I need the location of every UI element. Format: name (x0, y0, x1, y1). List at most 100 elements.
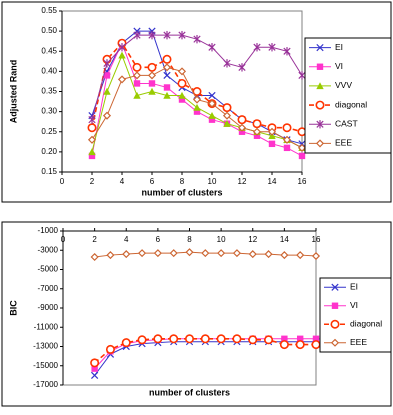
marker-shape (118, 51, 126, 59)
x-tick-label: 6 (150, 177, 155, 186)
marker (153, 334, 163, 344)
marker (282, 123, 292, 133)
marker-shape (331, 302, 339, 309)
marker-shape (90, 252, 99, 262)
marker-shape (264, 335, 274, 345)
marker (153, 249, 162, 258)
marker (118, 43, 126, 52)
marker (253, 43, 261, 52)
marker (91, 371, 99, 379)
legend-label: diagonal (350, 319, 382, 329)
marker-shape (282, 123, 292, 133)
marker-stroke (91, 371, 99, 379)
marker (163, 71, 171, 80)
marker (252, 119, 262, 129)
marker-shape (102, 111, 112, 120)
legend-label: EEE (335, 138, 352, 148)
marker-shape (133, 91, 141, 99)
marker-shape (88, 152, 96, 160)
marker (193, 34, 201, 44)
marker-shape (103, 72, 111, 79)
marker (147, 71, 157, 80)
marker (295, 340, 305, 350)
marker-shape (106, 251, 115, 260)
marker (162, 63, 172, 72)
legend-label: diagonal (335, 99, 367, 109)
marker-shape (312, 335, 320, 342)
legend-marker (315, 139, 325, 148)
marker-stroke (208, 91, 216, 100)
y-tick-label: -13000 (33, 342, 58, 351)
marker (87, 135, 97, 144)
marker (163, 84, 171, 91)
legend: EI VI diagonal EEE (319, 277, 392, 353)
marker (237, 123, 247, 132)
marker-shape (283, 144, 291, 152)
marker (252, 127, 262, 136)
marker (163, 30, 171, 40)
marker (237, 115, 247, 125)
marker-shape (279, 340, 289, 350)
marker (138, 249, 147, 258)
x-tick-label: 4 (124, 235, 129, 244)
marker-shape (295, 340, 305, 350)
marker (216, 334, 226, 344)
marker (178, 96, 186, 103)
marker-shape (315, 100, 325, 110)
x-tick-label: 8 (180, 177, 185, 186)
marker-shape (316, 82, 324, 90)
marker (193, 108, 201, 115)
marker (137, 335, 147, 345)
marker (207, 99, 217, 108)
legend-marker (316, 120, 324, 129)
marker-shape (207, 99, 217, 108)
y-tick-label: 0.55 (41, 6, 57, 15)
marker (88, 148, 96, 156)
legend-label: VI (350, 300, 358, 310)
marker (88, 152, 96, 160)
marker (280, 251, 289, 260)
marker (177, 67, 187, 76)
marker-shape (193, 103, 201, 111)
marker (103, 72, 111, 79)
marker (281, 335, 288, 342)
marker-shape (137, 335, 147, 345)
marker-shape (232, 249, 241, 258)
marker-stroke (331, 283, 339, 291)
x-tick-label: 2 (92, 235, 97, 244)
marker (178, 30, 186, 40)
marker (133, 30, 141, 40)
marker-shape (153, 249, 162, 258)
y-tick-label: 0.40 (41, 66, 57, 75)
marker-shape (121, 338, 131, 348)
marker (177, 78, 187, 88)
marker (118, 51, 126, 59)
marker (283, 47, 291, 56)
legend-marker (330, 319, 340, 329)
marker-shape (122, 250, 131, 259)
marker-shape (264, 250, 273, 259)
marker-shape (177, 67, 187, 76)
marker-shape (237, 123, 247, 132)
marker (185, 334, 195, 344)
legend-box (304, 37, 392, 154)
marker (122, 250, 131, 259)
legend-marker (331, 283, 339, 291)
x-tick-label: 10 (208, 177, 217, 186)
y-tick-label: 0.30 (41, 107, 57, 116)
x-tick-label: 4 (120, 177, 125, 186)
marker (148, 30, 156, 40)
marker-shape (223, 120, 231, 127)
series-line (94, 338, 316, 364)
y-axis-label: Adjusted Rand (8, 60, 18, 124)
marker (208, 116, 216, 123)
marker-shape (330, 338, 340, 347)
marker (222, 111, 232, 120)
marker-shape (163, 91, 171, 99)
marker-shape (147, 71, 157, 80)
x-tick-label: 12 (238, 177, 247, 186)
marker (185, 248, 194, 257)
marker (148, 87, 156, 95)
marker (296, 335, 304, 342)
